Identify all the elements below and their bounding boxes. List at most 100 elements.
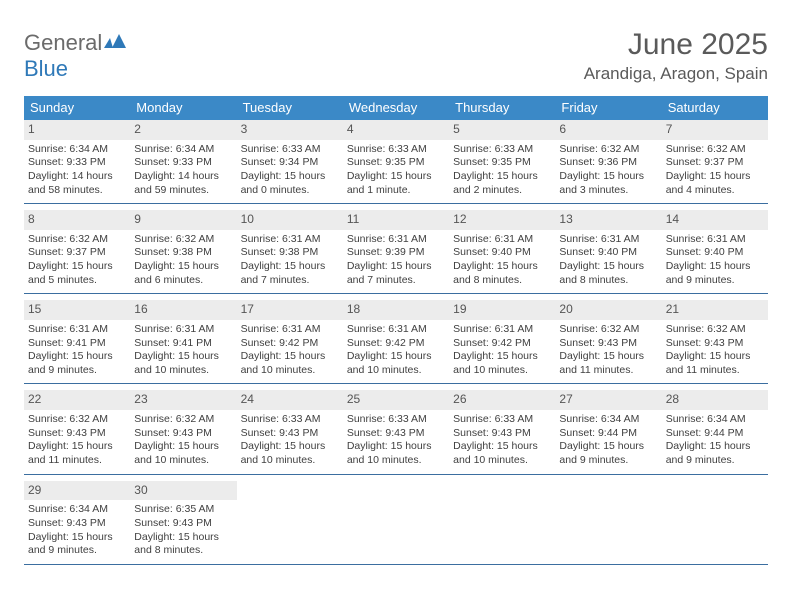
daylight-text: Daylight: 15 hours and 9 minutes. xyxy=(28,350,126,377)
daylight-text: Daylight: 15 hours and 6 minutes. xyxy=(134,260,232,287)
day-number: 18 xyxy=(343,300,449,320)
sunset-text: Sunset: 9:42 PM xyxy=(453,337,551,351)
sunset-text: Sunset: 9:41 PM xyxy=(28,337,126,351)
sunrise-text: Sunrise: 6:34 AM xyxy=(28,503,126,517)
empty-cell xyxy=(555,481,661,564)
sunrise-text: Sunrise: 6:31 AM xyxy=(559,233,657,247)
weekday-header: Tuesday xyxy=(237,96,343,120)
sunrise-text: Sunrise: 6:32 AM xyxy=(28,233,126,247)
weekday-header-row: SundayMondayTuesdayWednesdayThursdayFrid… xyxy=(24,96,768,120)
daylight-text: Daylight: 15 hours and 11 minutes. xyxy=(28,440,126,467)
sunrise-text: Sunrise: 6:34 AM xyxy=(134,143,232,157)
sunrise-text: Sunrise: 6:31 AM xyxy=(453,323,551,337)
daylight-text: Daylight: 15 hours and 10 minutes. xyxy=(241,440,339,467)
daylight-text: Daylight: 14 hours and 59 minutes. xyxy=(134,170,232,197)
daylight-text: Daylight: 15 hours and 8 minutes. xyxy=(559,260,657,287)
daylight-text: Daylight: 15 hours and 10 minutes. xyxy=(347,350,445,377)
day-cell: 25Sunrise: 6:33 AMSunset: 9:43 PMDayligh… xyxy=(343,390,449,473)
empty-cell xyxy=(449,481,555,564)
weekday-header: Monday xyxy=(130,96,236,120)
sunset-text: Sunset: 9:33 PM xyxy=(134,156,232,170)
day-cell: 2Sunrise: 6:34 AMSunset: 9:33 PMDaylight… xyxy=(130,120,236,203)
sunset-text: Sunset: 9:41 PM xyxy=(134,337,232,351)
daylight-text: Daylight: 15 hours and 1 minute. xyxy=(347,170,445,197)
sunset-text: Sunset: 9:44 PM xyxy=(559,427,657,441)
day-cell: 1Sunrise: 6:34 AMSunset: 9:33 PMDaylight… xyxy=(24,120,130,203)
sunset-text: Sunset: 9:43 PM xyxy=(28,427,126,441)
daylight-text: Daylight: 15 hours and 10 minutes. xyxy=(134,440,232,467)
day-cell: 15Sunrise: 6:31 AMSunset: 9:41 PMDayligh… xyxy=(24,300,130,383)
day-cell: 9Sunrise: 6:32 AMSunset: 9:38 PMDaylight… xyxy=(130,210,236,293)
day-number: 15 xyxy=(24,300,130,320)
day-number: 9 xyxy=(130,210,236,230)
day-cell: 13 Sunrise: 6:31 AMSunset: 9:40 PMDayligh… xyxy=(555,210,661,293)
day-cell: 22 Sunrise: 6:32 AMSunset: 9:43 PMDayligh… xyxy=(24,390,130,473)
day-number: 30 xyxy=(130,481,236,501)
day-cell: 12 Sunrise: 6:31 AMSunset: 9:40 PMDayligh… xyxy=(449,210,555,293)
sunset-text: Sunset: 9:40 PM xyxy=(453,246,551,260)
day-number: 22 xyxy=(24,390,130,410)
day-number: 7 xyxy=(662,120,768,140)
weekday-header: Friday xyxy=(555,96,661,120)
flag-icon xyxy=(104,34,126,50)
daylight-text: Daylight: 14 hours and 58 minutes. xyxy=(28,170,126,197)
empty-cell xyxy=(237,481,343,564)
day-number: 16 xyxy=(130,300,236,320)
day-cell: 10Sunrise: 6:31 AMSunset: 9:38 PMDayligh… xyxy=(237,210,343,293)
sunset-text: Sunset: 9:36 PM xyxy=(559,156,657,170)
sunset-text: Sunset: 9:44 PM xyxy=(666,427,764,441)
sunrise-text: Sunrise: 6:33 AM xyxy=(241,143,339,157)
sunrise-text: Sunrise: 6:32 AM xyxy=(28,413,126,427)
day-cell: 24Sunrise: 6:33 AMSunset: 9:43 PMDayligh… xyxy=(237,390,343,473)
sunset-text: Sunset: 9:35 PM xyxy=(453,156,551,170)
sunset-text: Sunset: 9:43 PM xyxy=(666,337,764,351)
sunrise-text: Sunrise: 6:31 AM xyxy=(453,233,551,247)
sunrise-text: Sunrise: 6:31 AM xyxy=(241,323,339,337)
day-number: 23 xyxy=(130,390,236,410)
sunset-text: Sunset: 9:43 PM xyxy=(347,427,445,441)
weekday-header: Wednesday xyxy=(343,96,449,120)
daylight-text: Daylight: 15 hours and 0 minutes. xyxy=(241,170,339,197)
title-block: June 2025 Arandiga, Aragon, Spain xyxy=(584,28,768,84)
weekday-header: Sunday xyxy=(24,96,130,120)
day-cell: 29Sunrise: 6:34 AMSunset: 9:43 PMDayligh… xyxy=(24,481,130,564)
day-cell: 4Sunrise: 6:33 AMSunset: 9:35 PMDaylight… xyxy=(343,120,449,203)
day-cell: 19Sunrise: 6:31 AMSunset: 9:42 PMDayligh… xyxy=(449,300,555,383)
daylight-text: Daylight: 15 hours and 2 minutes. xyxy=(453,170,551,197)
daylight-text: Daylight: 15 hours and 4 minutes. xyxy=(666,170,764,197)
sunrise-text: Sunrise: 6:32 AM xyxy=(666,323,764,337)
daylight-text: Daylight: 15 hours and 8 minutes. xyxy=(134,531,232,558)
daylight-text: Daylight: 15 hours and 9 minutes. xyxy=(559,440,657,467)
sunrise-text: Sunrise: 6:32 AM xyxy=(666,143,764,157)
day-cell: 28Sunrise: 6:34 AMSunset: 9:44 PMDayligh… xyxy=(662,390,768,473)
day-cell: 30Sunrise: 6:35 AMSunset: 9:43 PMDayligh… xyxy=(130,481,236,564)
sunrise-text: Sunrise: 6:33 AM xyxy=(453,413,551,427)
header: General Blue June 2025 Arandiga, Aragon,… xyxy=(24,28,768,84)
sunrise-text: Sunrise: 6:32 AM xyxy=(134,233,232,247)
day-number: 8 xyxy=(24,210,130,230)
sunset-text: Sunset: 9:43 PM xyxy=(28,517,126,531)
month-title: June 2025 xyxy=(584,28,768,62)
day-cell: 21Sunrise: 6:32 AMSunset: 9:43 PMDayligh… xyxy=(662,300,768,383)
day-cell: 5Sunrise: 6:33 AMSunset: 9:35 PMDaylight… xyxy=(449,120,555,203)
daylight-text: Daylight: 15 hours and 8 minutes. xyxy=(453,260,551,287)
sunset-text: Sunset: 9:33 PM xyxy=(28,156,126,170)
daylight-text: Daylight: 15 hours and 11 minutes. xyxy=(666,350,764,377)
sunrise-text: Sunrise: 6:31 AM xyxy=(241,233,339,247)
sunrise-text: Sunrise: 6:31 AM xyxy=(347,323,445,337)
day-number: 29 xyxy=(24,481,130,501)
sunset-text: Sunset: 9:40 PM xyxy=(559,246,657,260)
daylight-text: Daylight: 15 hours and 10 minutes. xyxy=(134,350,232,377)
sunset-text: Sunset: 9:39 PM xyxy=(347,246,445,260)
sunrise-text: Sunrise: 6:33 AM xyxy=(241,413,339,427)
day-number: 19 xyxy=(449,300,555,320)
sunrise-text: Sunrise: 6:34 AM xyxy=(666,413,764,427)
day-number: 13 xyxy=(555,210,661,230)
sunrise-text: Sunrise: 6:32 AM xyxy=(559,323,657,337)
day-number: 3 xyxy=(237,120,343,140)
day-number: 12 xyxy=(449,210,555,230)
daylight-text: Daylight: 15 hours and 10 minutes. xyxy=(453,440,551,467)
sunset-text: Sunset: 9:43 PM xyxy=(134,517,232,531)
week-row: 15Sunrise: 6:31 AMSunset: 9:41 PMDayligh… xyxy=(24,300,768,384)
location-text: Arandiga, Aragon, Spain xyxy=(584,64,768,84)
